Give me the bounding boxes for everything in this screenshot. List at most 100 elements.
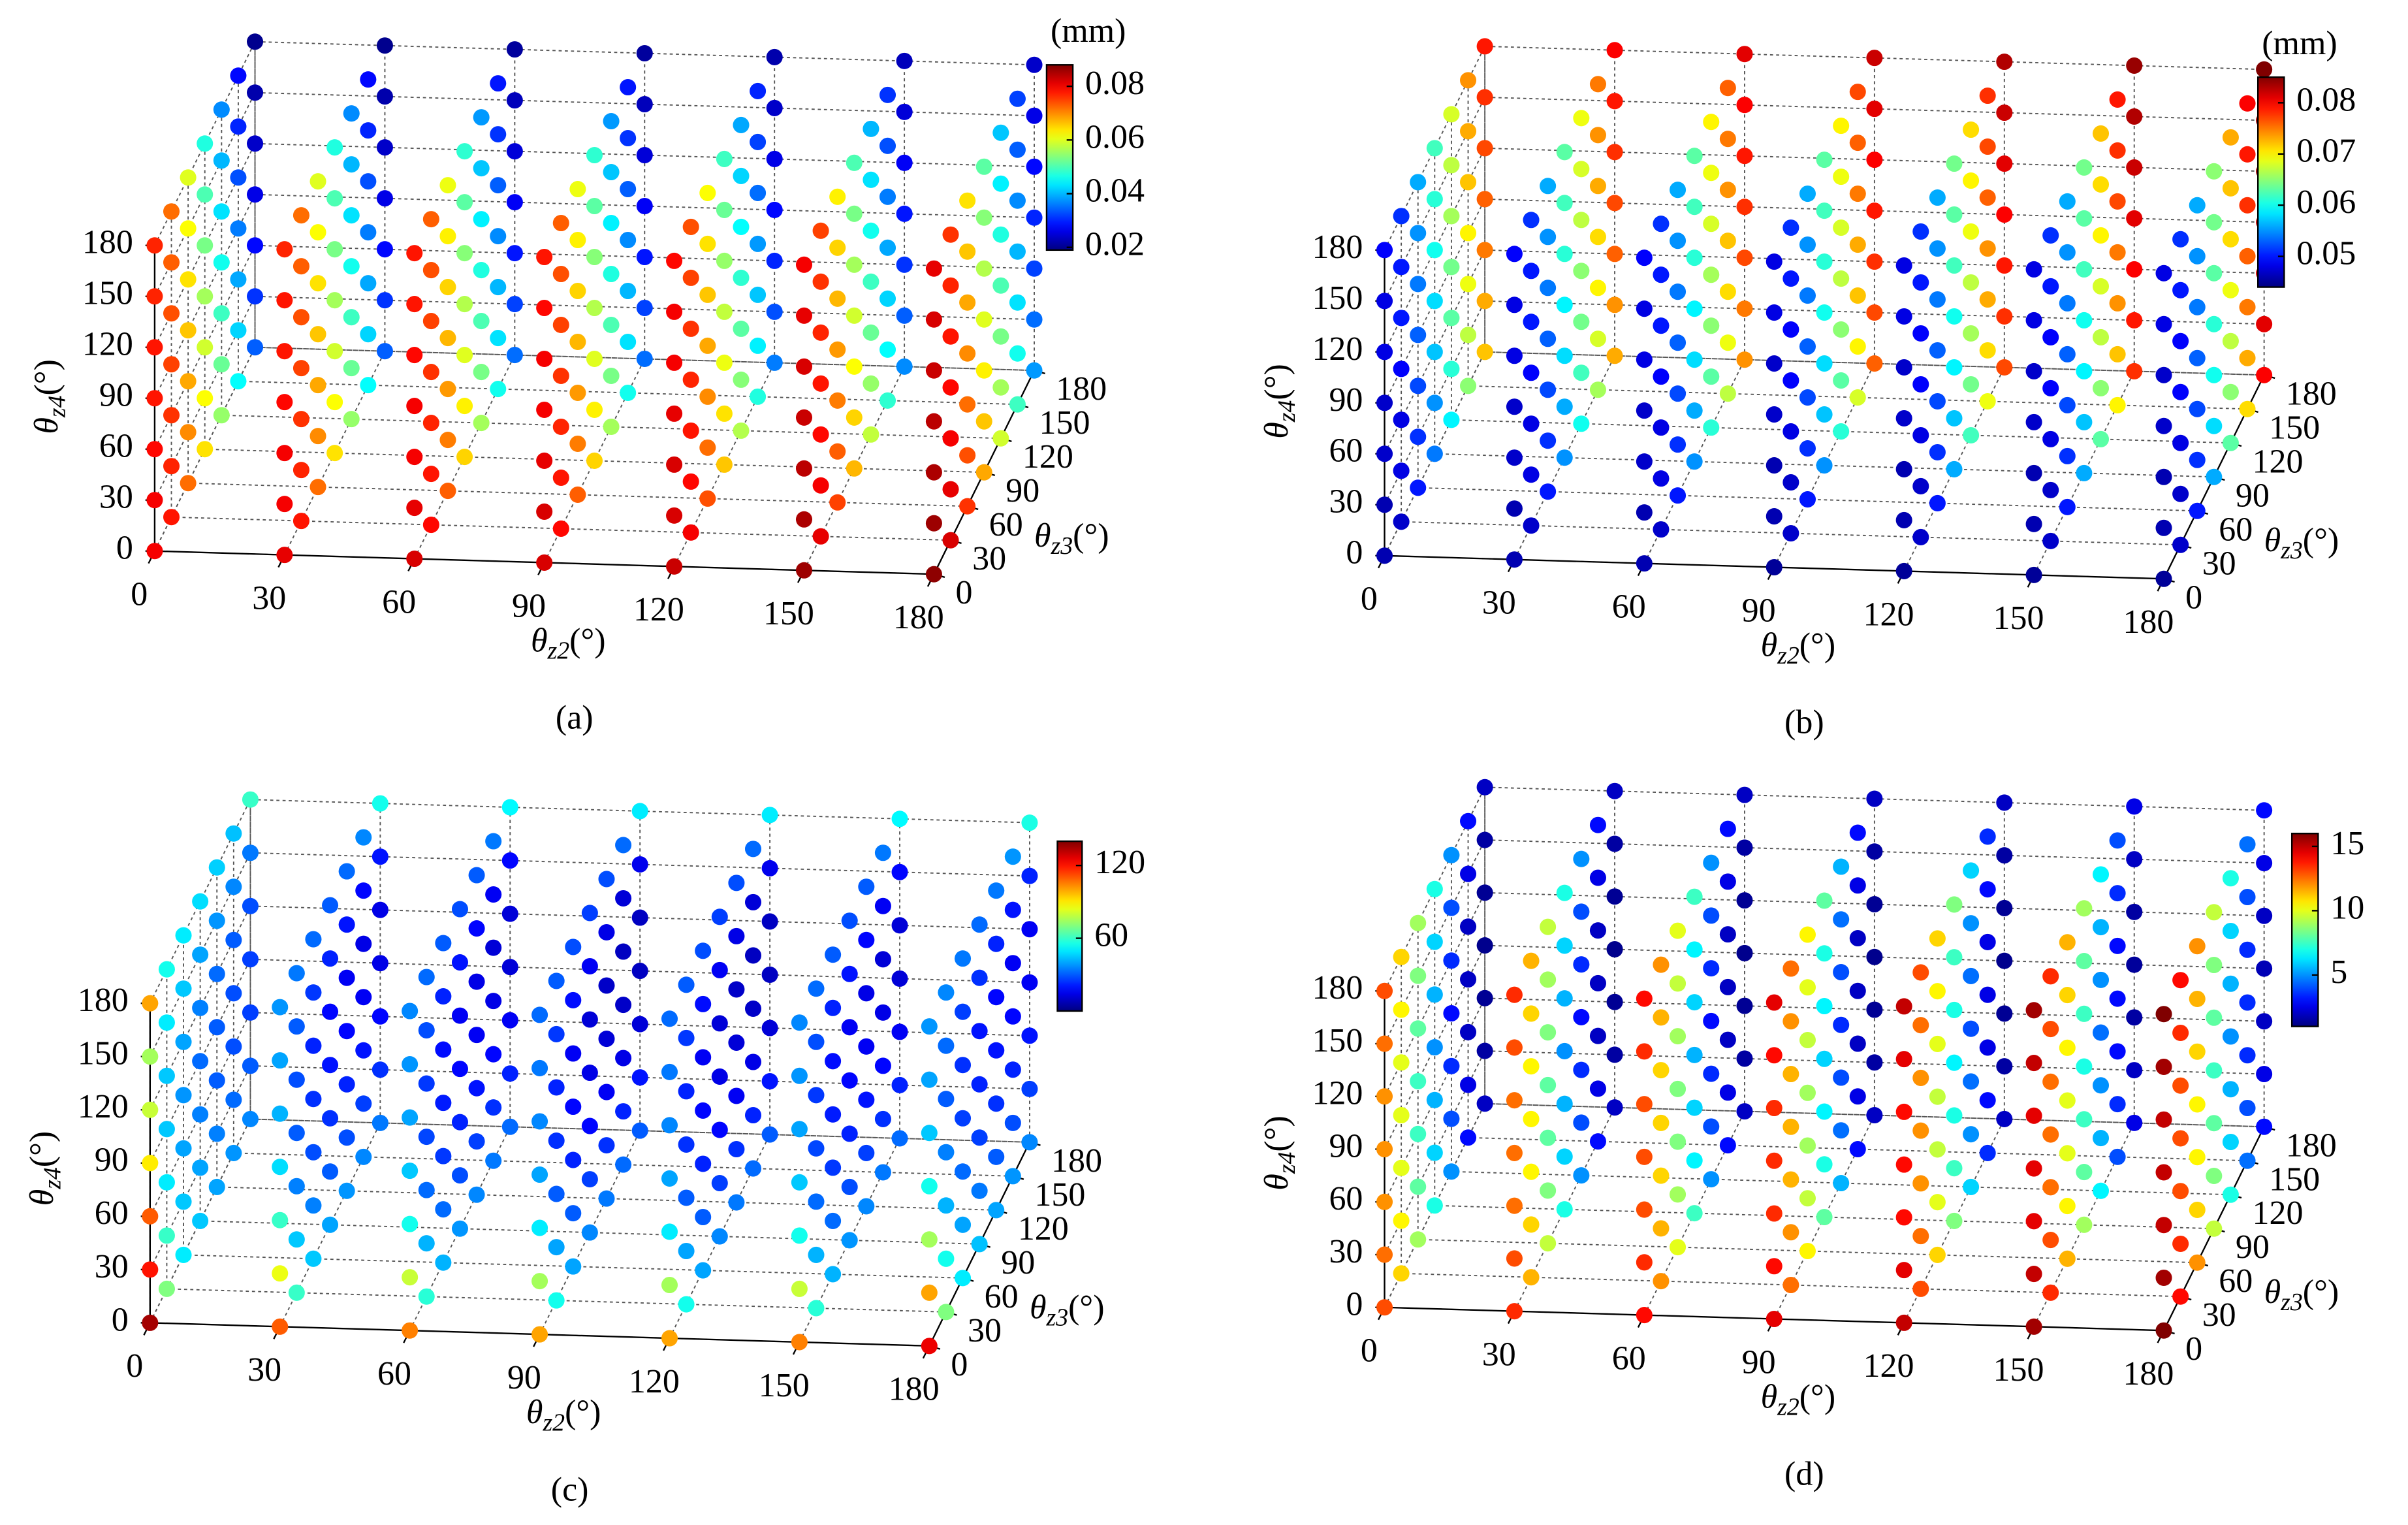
data-point bbox=[1799, 1084, 1816, 1101]
data-point bbox=[733, 422, 750, 439]
data-point bbox=[620, 79, 637, 96]
data-point bbox=[422, 517, 439, 534]
data-point bbox=[1895, 308, 1912, 325]
data-point bbox=[598, 871, 615, 888]
data-point bbox=[829, 290, 846, 307]
data-point bbox=[2256, 802, 2273, 819]
data-point bbox=[874, 1057, 891, 1074]
data-point bbox=[309, 275, 326, 292]
data-point bbox=[766, 150, 783, 167]
data-point bbox=[2025, 1107, 2042, 1124]
data-point bbox=[490, 330, 507, 347]
data-point bbox=[678, 1083, 695, 1100]
data-point bbox=[1653, 470, 1670, 487]
data-point bbox=[1476, 1095, 1493, 1112]
z-tick-label: 0 bbox=[116, 530, 133, 567]
data-point bbox=[305, 1197, 322, 1214]
data-point bbox=[322, 950, 339, 967]
data-point bbox=[2092, 379, 2110, 396]
data-point bbox=[1376, 344, 1393, 361]
data-point bbox=[863, 426, 879, 443]
data-point bbox=[2222, 180, 2239, 197]
data-point bbox=[565, 1151, 582, 1168]
data-point bbox=[158, 1014, 175, 1031]
data-point bbox=[569, 282, 586, 300]
data-point bbox=[1719, 820, 1736, 837]
colorbar-tick-label: 0.04 bbox=[1085, 172, 1145, 209]
data-point bbox=[2126, 210, 2143, 227]
y-tick-label: 90 bbox=[1001, 1244, 1035, 1281]
data-point bbox=[1606, 195, 1623, 212]
data-point bbox=[2172, 536, 2189, 553]
data-point bbox=[846, 409, 863, 426]
axis-unit: (°) bbox=[1068, 1289, 1104, 1326]
data-point bbox=[355, 1042, 372, 1059]
data-point bbox=[1703, 1012, 1720, 1029]
axis-label: θz2(°) bbox=[526, 1394, 601, 1436]
data-point bbox=[1004, 1008, 1021, 1025]
data-point bbox=[242, 897, 259, 914]
data-point bbox=[288, 1071, 305, 1088]
data-point bbox=[1556, 1201, 1573, 1218]
data-point bbox=[242, 1004, 259, 1021]
data-point bbox=[1782, 372, 1799, 389]
data-point bbox=[1895, 460, 1912, 477]
data-point bbox=[938, 1091, 955, 1108]
data-point bbox=[695, 995, 712, 1012]
data-point bbox=[2206, 265, 2223, 281]
data-point bbox=[874, 897, 891, 914]
data-point bbox=[2206, 904, 2223, 921]
data-point bbox=[620, 231, 637, 249]
data-point bbox=[598, 1137, 615, 1154]
data-point bbox=[879, 137, 896, 154]
axis-subscript: z3 bbox=[1045, 1304, 1068, 1331]
data-point bbox=[548, 1292, 565, 1309]
data-point bbox=[1703, 114, 1720, 131]
data-point bbox=[1766, 1205, 1782, 1222]
data-point bbox=[376, 139, 393, 156]
data-point bbox=[699, 286, 716, 303]
data-point bbox=[548, 1025, 565, 1042]
data-point bbox=[1766, 1047, 1782, 1064]
data-point bbox=[733, 167, 750, 184]
data-point bbox=[829, 341, 846, 358]
data-point bbox=[406, 245, 423, 262]
data-point bbox=[1589, 76, 1606, 93]
colorbar-tick-label: 0.08 bbox=[2296, 81, 2356, 118]
z-tick-label: 120 bbox=[1312, 1075, 1363, 1112]
data-point bbox=[142, 1208, 159, 1225]
data-point bbox=[569, 486, 586, 503]
data-point bbox=[2239, 298, 2256, 315]
data-point bbox=[766, 99, 783, 116]
data-point bbox=[603, 265, 620, 283]
data-point bbox=[1393, 411, 1410, 428]
data-point bbox=[213, 407, 230, 424]
data-point bbox=[1636, 249, 1653, 266]
data-point bbox=[1736, 199, 1753, 216]
data-point bbox=[142, 1155, 159, 1172]
data-point bbox=[975, 464, 992, 481]
data-point bbox=[1766, 457, 1782, 474]
data-point bbox=[1866, 50, 1883, 67]
data-point bbox=[925, 260, 942, 277]
data-point bbox=[795, 307, 813, 324]
data-point bbox=[309, 377, 326, 394]
y-tick-label: 180 bbox=[2286, 375, 2337, 412]
data-point bbox=[1004, 955, 1021, 972]
data-point bbox=[230, 169, 247, 186]
colorbar bbox=[1045, 64, 1074, 251]
data-point bbox=[1996, 1005, 2013, 1022]
data-point bbox=[1606, 940, 1623, 957]
data-point bbox=[2222, 332, 2239, 349]
data-point bbox=[180, 271, 197, 288]
data-point bbox=[711, 1068, 728, 1085]
data-point bbox=[841, 1019, 858, 1036]
data-point bbox=[1946, 1054, 1963, 1071]
data-point bbox=[1849, 389, 1866, 406]
data-point bbox=[2206, 417, 2223, 434]
data-point bbox=[402, 1163, 419, 1180]
data-point bbox=[938, 984, 955, 1001]
data-point bbox=[305, 1144, 322, 1161]
data-point bbox=[1703, 368, 1720, 385]
x-tick-label: 180 bbox=[2123, 1355, 2174, 1392]
